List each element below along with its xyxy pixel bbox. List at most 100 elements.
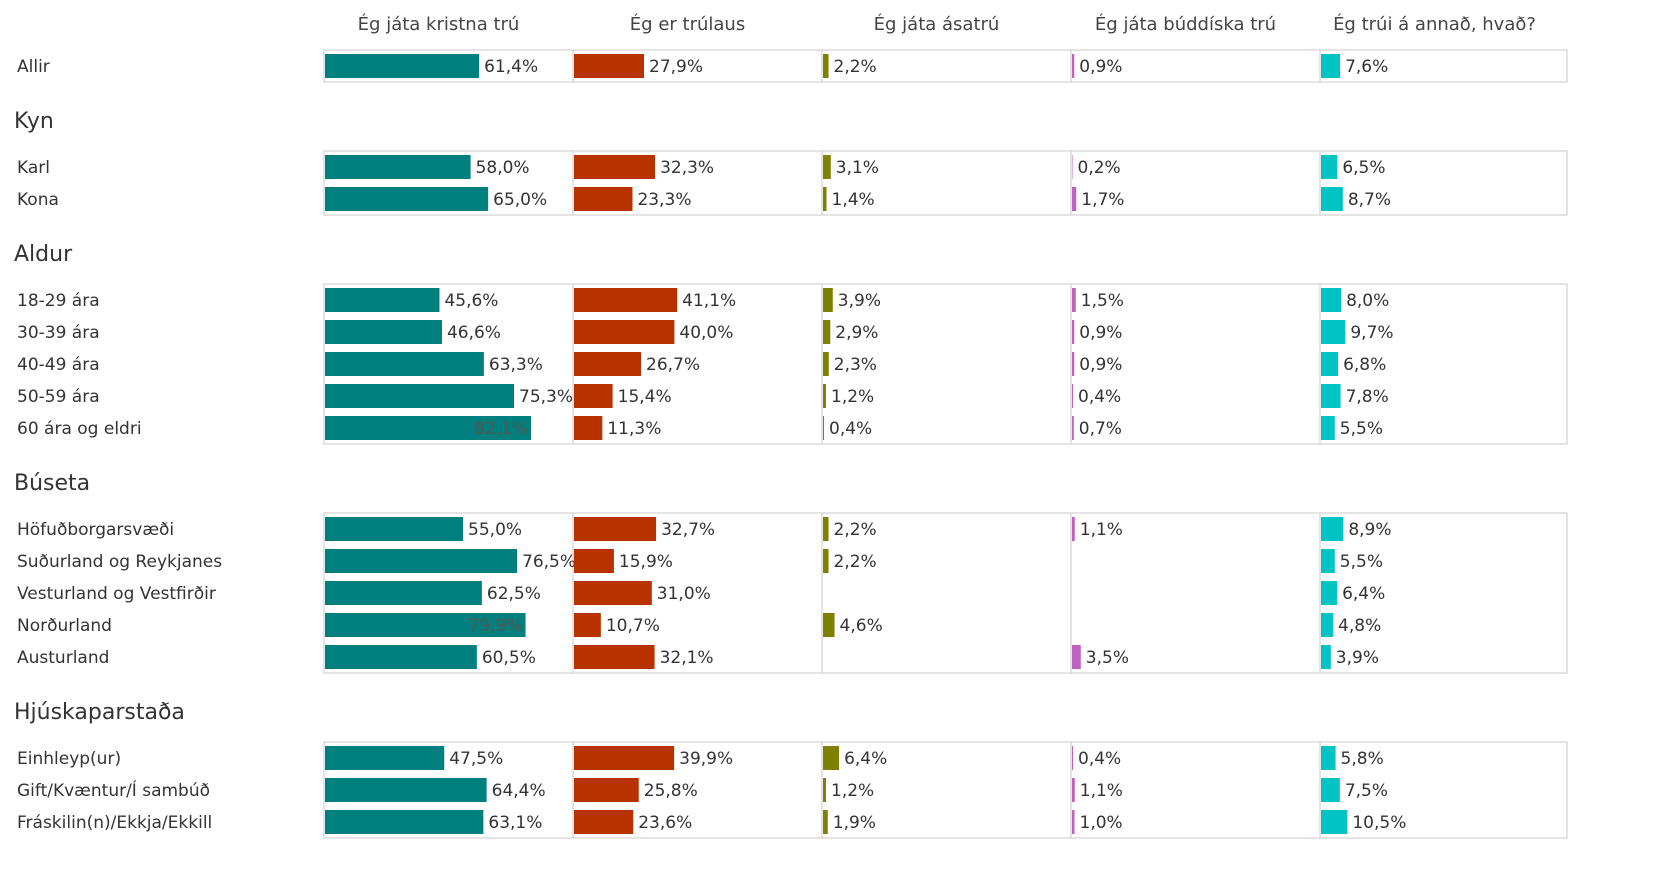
bar xyxy=(325,384,515,408)
value-label: 47,5% xyxy=(449,749,503,769)
bar xyxy=(1072,320,1075,344)
bar xyxy=(574,384,613,408)
section-title: Kyn xyxy=(14,109,54,134)
value-label: 32,7% xyxy=(661,520,715,540)
value-label: 2,2% xyxy=(834,520,877,540)
bar xyxy=(1321,778,1340,802)
value-label: 10,5% xyxy=(1352,813,1406,833)
bar xyxy=(823,746,840,770)
row-label: 30-39 ára xyxy=(17,323,100,343)
value-label: 0,4% xyxy=(1078,749,1121,769)
value-label: 6,8% xyxy=(1343,355,1386,375)
value-label: 5,5% xyxy=(1340,419,1383,439)
value-label: 62,5% xyxy=(487,584,541,604)
value-label: 1,5% xyxy=(1081,291,1124,311)
bar xyxy=(1321,54,1341,78)
bar xyxy=(1321,645,1331,669)
value-label: 1,1% xyxy=(1080,781,1123,801)
value-label: 26,7% xyxy=(646,355,700,375)
bar xyxy=(1072,645,1081,669)
value-label: 8,9% xyxy=(1348,520,1391,540)
bar xyxy=(1072,187,1077,211)
bar xyxy=(823,549,829,573)
value-label: 11,3% xyxy=(607,419,661,439)
row-label: Vesturland og Vestfirðir xyxy=(17,584,216,604)
bar xyxy=(574,810,634,834)
value-label: 27,9% xyxy=(649,57,703,77)
bar xyxy=(1321,416,1335,440)
column-header: Ég trúi á annað, hvað? xyxy=(1333,13,1536,35)
row-label: 18-29 ára xyxy=(17,291,100,311)
value-label: 1,4% xyxy=(832,190,875,210)
value-label: 41,1% xyxy=(682,291,736,311)
bar xyxy=(1321,155,1338,179)
bar xyxy=(325,517,464,541)
bar xyxy=(823,810,828,834)
value-label: 1,2% xyxy=(831,781,874,801)
value-label: 10,7% xyxy=(606,616,660,636)
row-label: Fráskilin(n)/Ekkja/Ekkill xyxy=(17,813,212,833)
bar xyxy=(574,54,645,78)
row-label: Gift/Kvæntur/Í sambúð xyxy=(17,779,210,801)
bar xyxy=(325,549,518,573)
bar xyxy=(574,288,678,312)
section-title: Hjúskaparstaða xyxy=(14,700,185,725)
row-label: Höfuðborgarsvæði xyxy=(17,520,174,540)
bar xyxy=(325,54,480,78)
value-label: 7,5% xyxy=(1345,781,1388,801)
bar xyxy=(823,517,829,541)
value-label: 31,0% xyxy=(657,584,711,604)
bar xyxy=(823,384,827,408)
bar xyxy=(1072,384,1074,408)
value-label: 55,0% xyxy=(468,520,522,540)
bar xyxy=(574,517,657,541)
bar xyxy=(823,288,833,312)
value-label: 1,1% xyxy=(1080,520,1123,540)
column-header: Ég játa búddíska trú xyxy=(1095,13,1276,35)
bar xyxy=(1321,320,1346,344)
section-title: Aldur xyxy=(14,242,73,267)
bar xyxy=(574,155,656,179)
value-label: 8,0% xyxy=(1346,291,1389,311)
bar xyxy=(1321,746,1336,770)
bar xyxy=(325,352,484,376)
bar xyxy=(574,613,601,637)
bar xyxy=(1072,288,1076,312)
row-label: 50-59 ára xyxy=(17,387,100,407)
bar xyxy=(1321,288,1342,312)
value-label: 1,0% xyxy=(1080,813,1123,833)
value-label: 65,0% xyxy=(493,190,547,210)
value-label: 9,7% xyxy=(1350,323,1393,343)
value-label: 15,9% xyxy=(619,552,673,572)
bar xyxy=(1072,746,1074,770)
value-label: 8,7% xyxy=(1348,190,1391,210)
value-label: 39,9% xyxy=(679,749,733,769)
bar xyxy=(1321,187,1343,211)
value-label: 63,1% xyxy=(488,813,542,833)
value-label: 0,9% xyxy=(1079,323,1122,343)
value-label: 2,3% xyxy=(834,355,877,375)
value-label: 4,8% xyxy=(1338,616,1381,636)
bar xyxy=(1072,155,1073,179)
value-label: 0,7% xyxy=(1079,419,1122,439)
value-label: 45,6% xyxy=(444,291,498,311)
bar xyxy=(574,746,675,770)
row-label: Karl xyxy=(17,158,50,178)
bar xyxy=(574,549,614,573)
value-label: 0,9% xyxy=(1079,355,1122,375)
value-label: 1,9% xyxy=(833,813,876,833)
value-label: 2,2% xyxy=(834,57,877,77)
value-label: 7,6% xyxy=(1345,57,1388,77)
bar xyxy=(1072,416,1074,440)
value-label: 0,2% xyxy=(1078,158,1121,178)
bar xyxy=(325,320,442,344)
row-label: 40-49 ára xyxy=(17,355,100,375)
bar xyxy=(574,187,633,211)
bar xyxy=(823,320,831,344)
bar xyxy=(823,613,835,637)
value-label: 7,8% xyxy=(1346,387,1389,407)
value-label: 79,9% xyxy=(469,616,523,636)
bar xyxy=(1321,810,1348,834)
value-label: 82,1% xyxy=(474,419,528,439)
value-label: 0,4% xyxy=(1078,387,1121,407)
